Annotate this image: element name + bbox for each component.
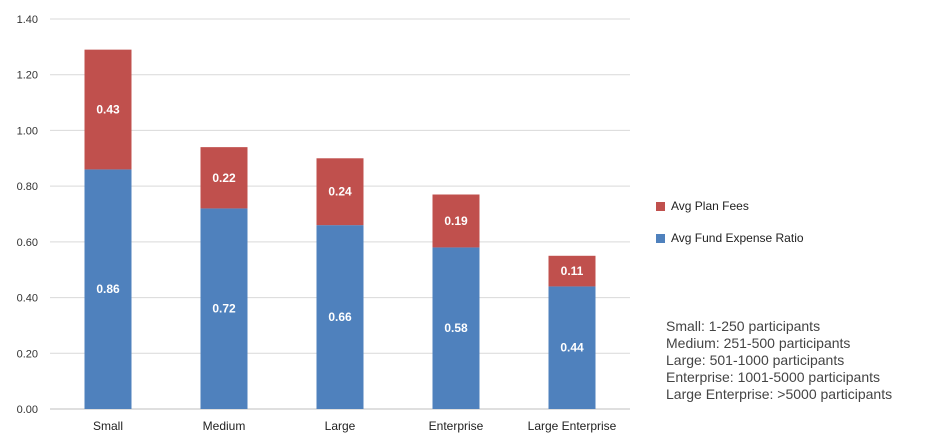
data-label: 0.19 (444, 214, 468, 228)
category-label: Medium (203, 419, 246, 433)
bars: 0.86 0.43 0.72 0.22 0.66 0.24 0.58 0.19 0.44 0.11 (84, 49, 596, 409)
note-small: Small: 1-250 participants (666, 318, 821, 334)
size-definitions-note: Small: 1-250 participants Medium: 251-50… (666, 318, 892, 403)
legend-item-expense-ratio: Avg Fund Expense Ratio (656, 230, 804, 246)
category-label: Large Enterprise (528, 419, 617, 433)
legend-swatch-expense-ratio (656, 233, 665, 243)
bar-segment (84, 169, 132, 409)
legend-item-plan-fees: Avg Plan Fees (656, 198, 804, 214)
note-large: Large: 501-1000 participants (666, 352, 845, 368)
y-axis-ticks: 0.00 0.20 0.40 0.60 0.80 1.00 1.20 1.40 (17, 14, 38, 416)
bar-segment (200, 147, 248, 209)
legend-label-expense-ratio: Avg Fund Expense Ratio (671, 231, 804, 245)
bar-segment (200, 208, 248, 409)
legend-label-plan-fees: Avg Plan Fees (671, 199, 749, 213)
bar-segment (316, 225, 364, 409)
bar-segment (548, 286, 596, 409)
data-label: 0.44 (560, 341, 584, 355)
y-tick-label: 0.40 (17, 293, 38, 305)
bar-segment (432, 194, 480, 248)
x-axis-categories: Small Medium Large Enterprise Large Enterpri… (93, 419, 617, 433)
data-label: 0.72 (212, 302, 236, 316)
y-tick-label: 0.00 (17, 404, 38, 416)
bar-segment (316, 158, 364, 226)
data-label: 0.86 (96, 282, 120, 296)
category-label: Enterprise (429, 419, 484, 433)
y-tick-label: 1.20 (17, 70, 38, 82)
data-label: 0.66 (328, 310, 352, 324)
note-large-enterprise: Large Enterprise: >5000 participants (666, 386, 893, 402)
data-label: 0.58 (444, 321, 468, 335)
y-tick-label: 0.80 (17, 181, 38, 193)
bar-segment (432, 247, 480, 409)
note-enterprise: Enterprise: 1001-5000 participants (666, 369, 881, 385)
data-label: 0.24 (328, 185, 352, 199)
bar-segment (84, 49, 132, 170)
note-medium: Medium: 251-500 participants (666, 335, 851, 351)
y-tick-label: 1.00 (17, 125, 38, 137)
data-label: 0.11 (561, 264, 584, 278)
data-label: 0.43 (96, 103, 120, 117)
legend: Avg Plan Fees Avg Fund Expense Ratio (656, 198, 804, 262)
y-tick-label: 0.60 (17, 237, 38, 249)
category-label: Small (93, 419, 123, 433)
y-tick-label: 1.40 (17, 14, 38, 26)
legend-swatch-plan-fees (656, 201, 665, 211)
bar-segment (548, 255, 596, 287)
data-label: 0.22 (212, 171, 236, 185)
category-label: Large (325, 419, 356, 433)
y-tick-label: 0.20 (17, 348, 38, 360)
